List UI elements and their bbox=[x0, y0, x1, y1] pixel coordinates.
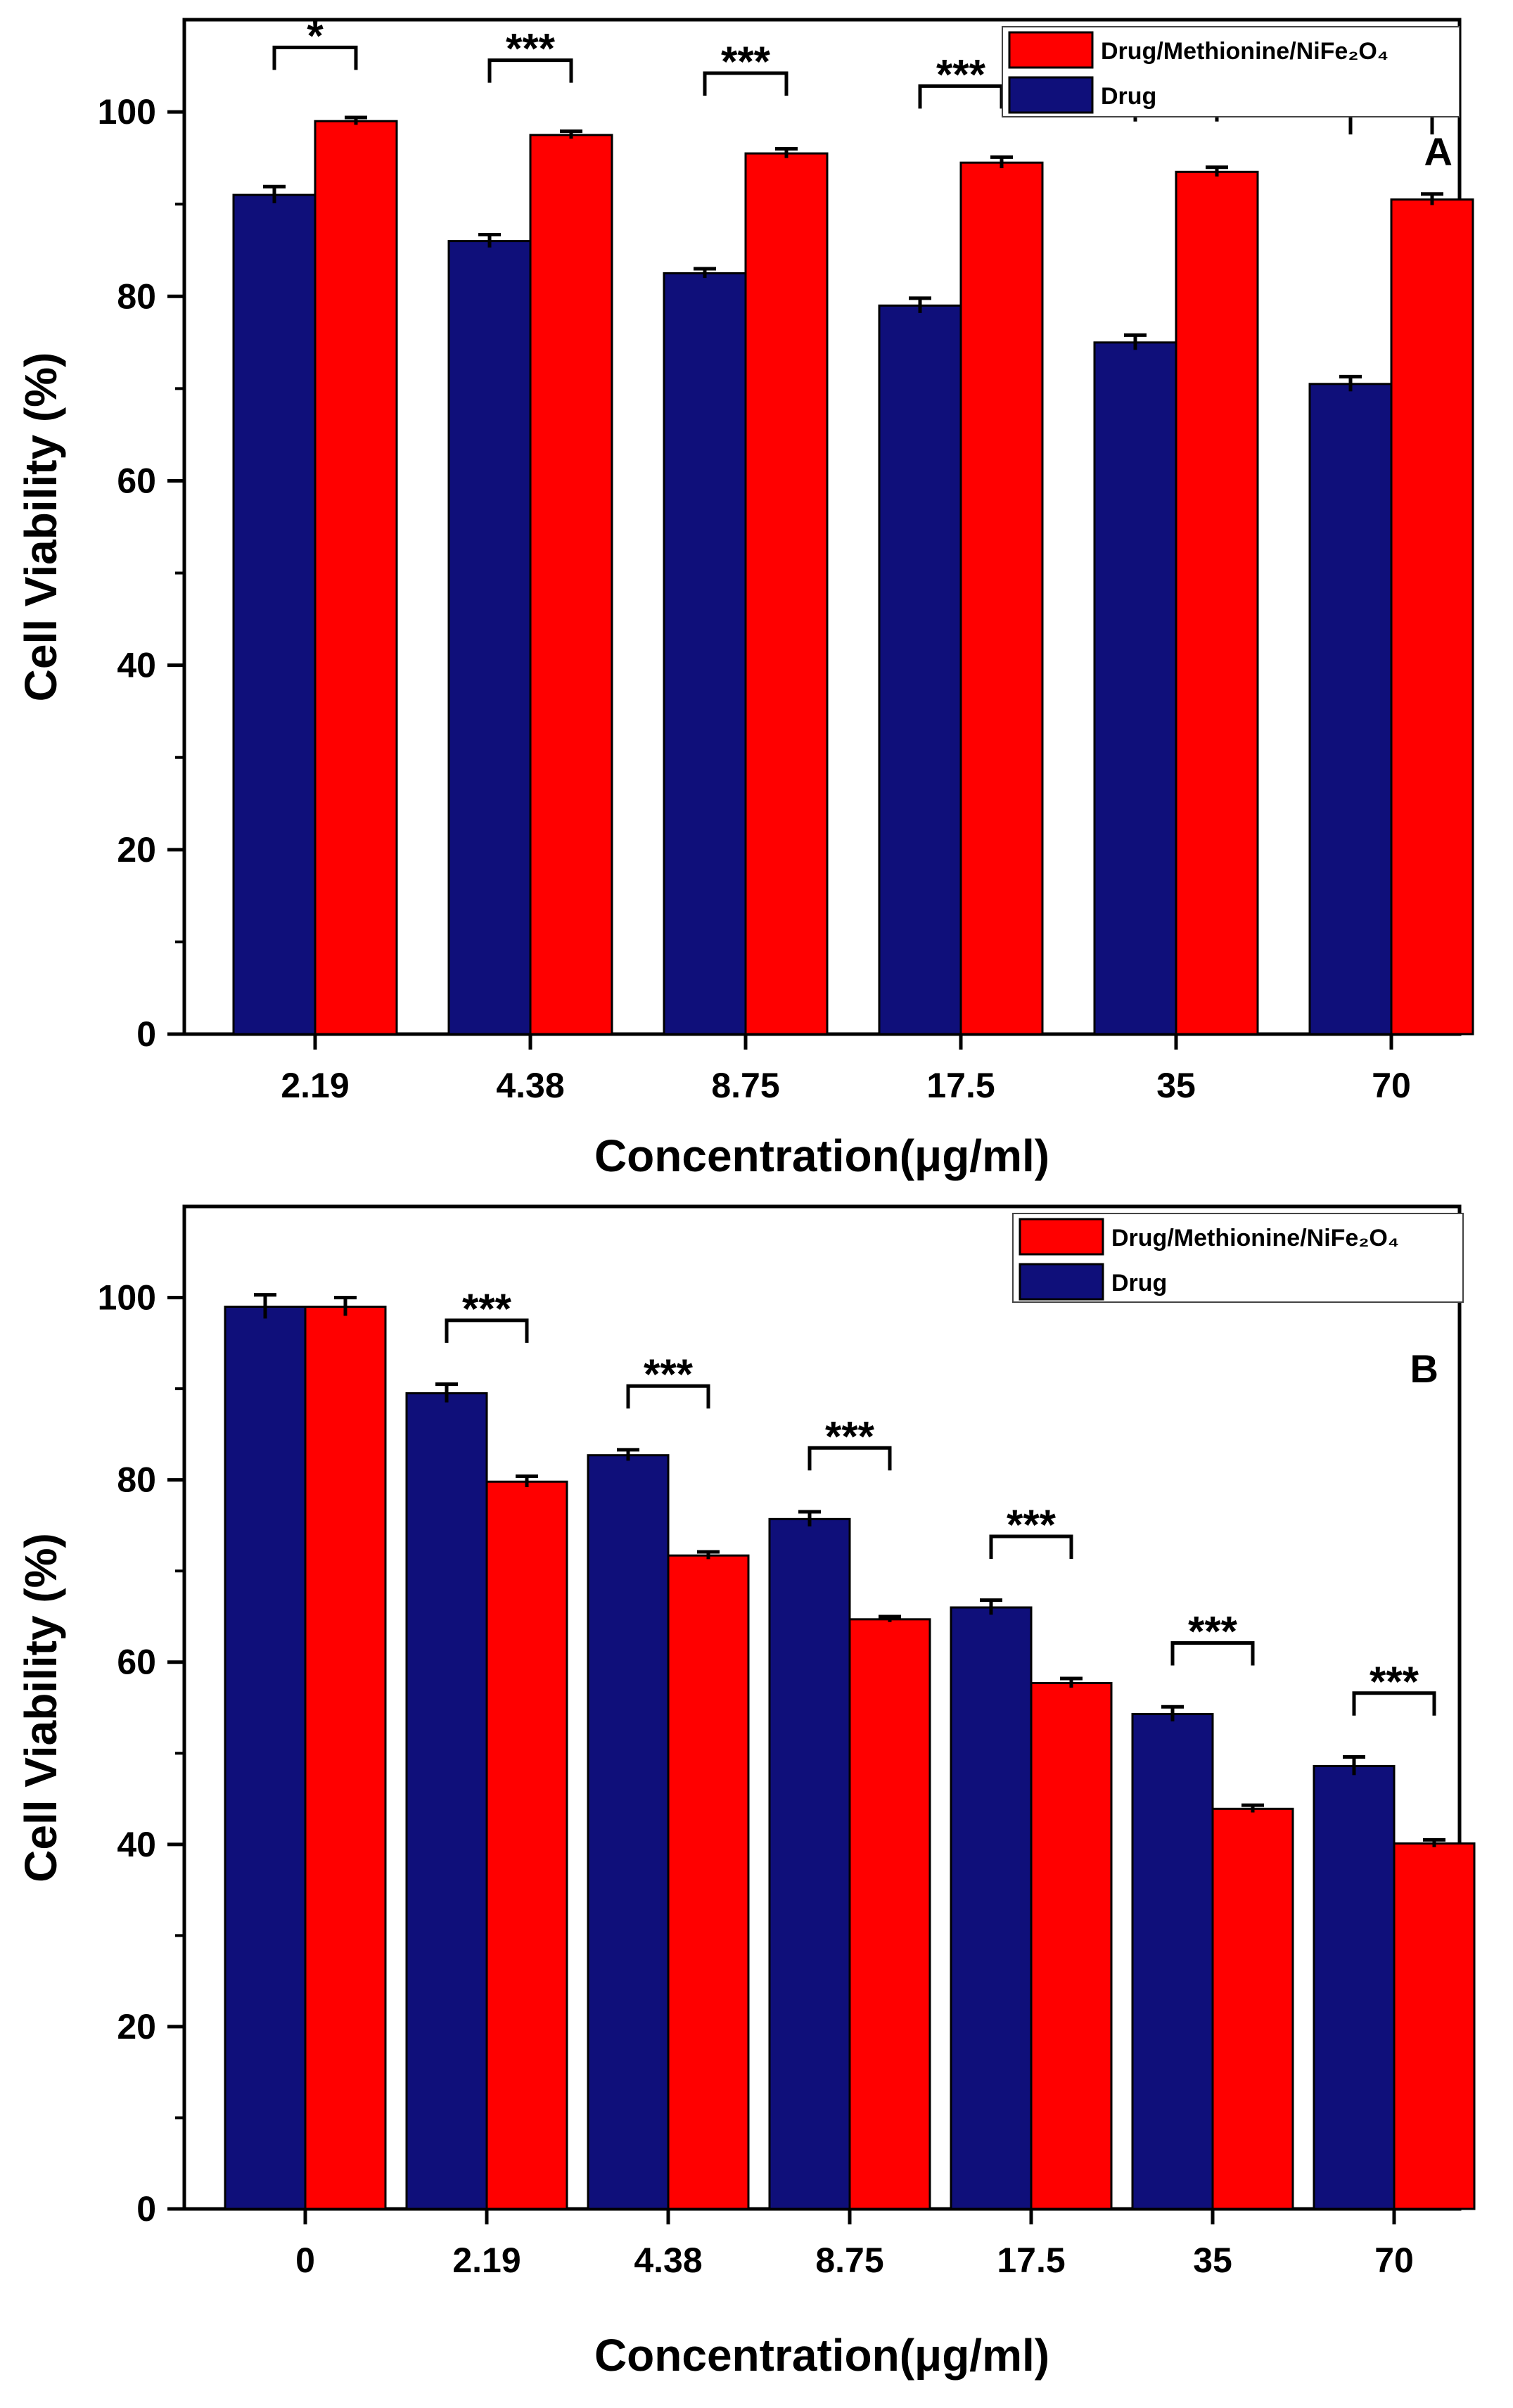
legend-swatch-drug bbox=[1008, 76, 1094, 114]
y-tick-label: 80 bbox=[117, 276, 156, 316]
significance-label: *** bbox=[462, 1285, 512, 1332]
y-tick-label: 0 bbox=[136, 1014, 156, 1054]
significance-label: *** bbox=[506, 25, 556, 72]
significance-label: *** bbox=[1007, 1501, 1056, 1548]
bar-drug bbox=[587, 1454, 670, 2210]
bar-drug-methionine-nife2o4 bbox=[667, 1554, 750, 2210]
significance-bracket bbox=[626, 1384, 710, 1409]
significance-bracket bbox=[445, 1318, 529, 1343]
significance-bracket bbox=[1170, 1641, 1255, 1666]
bar-drug bbox=[447, 240, 532, 1036]
bar-drug bbox=[878, 304, 962, 1036]
significance-bracket bbox=[272, 45, 358, 70]
significance-label: *** bbox=[1370, 1658, 1419, 1705]
bar-drug bbox=[1093, 341, 1177, 1036]
bar-drug-methionine-nife2o4 bbox=[529, 134, 613, 1036]
y-tick-label: 100 bbox=[98, 1278, 156, 1318]
bar-drug bbox=[1313, 1764, 1396, 2210]
legend-swatch-drug bbox=[1019, 1263, 1104, 1301]
significance-label: *** bbox=[825, 1413, 875, 1460]
bar-drug-methionine-nife2o4 bbox=[304, 1306, 387, 2210]
x-axis-title: Concentration(μg/ml) bbox=[594, 1130, 1049, 1181]
legend-swatch-drug-methionine-nife2o4 bbox=[1008, 31, 1094, 69]
bar-drug-methionine-nife2o4 bbox=[1175, 170, 1259, 1036]
bar-drug-methionine-nife2o4 bbox=[959, 161, 1044, 1036]
legend-label: Drug/Methionine/NiFe₂O₄ bbox=[1101, 38, 1388, 65]
x-tick-label: 17.5 bbox=[997, 2241, 1065, 2280]
bar-drug bbox=[950, 1606, 1033, 2210]
x-tick-label: 0 bbox=[295, 2241, 315, 2280]
y-tick-label: 60 bbox=[117, 1643, 156, 1682]
y-tick-label: 0 bbox=[136, 2189, 156, 2229]
significance-bracket bbox=[1352, 1691, 1436, 1716]
bar-drug bbox=[232, 193, 317, 1036]
x-tick-label: 2.19 bbox=[281, 1066, 349, 1105]
bar-drug-methionine-nife2o4 bbox=[314, 120, 398, 1036]
panel-label: A bbox=[1424, 129, 1453, 174]
panel-a: 2.19*4.38***8.75***17.5***35***70***0204… bbox=[15, 12, 1474, 1181]
x-tick-label: 4.38 bbox=[496, 1066, 564, 1105]
x-tick-label: 35 bbox=[1156, 1066, 1196, 1105]
significance-bracket bbox=[703, 71, 789, 96]
x-tick-label: 17.5 bbox=[926, 1066, 995, 1105]
bar-drug-methionine-nife2o4 bbox=[1393, 1842, 1476, 2210]
y-tick-label: 100 bbox=[98, 92, 156, 132]
x-tick-label: 70 bbox=[1372, 1066, 1411, 1105]
bar-drug bbox=[224, 1306, 307, 2210]
bar-drug bbox=[768, 1517, 851, 2210]
significance-bracket bbox=[989, 1534, 1073, 1559]
significance-label: *** bbox=[1188, 1608, 1238, 1655]
y-tick-label: 80 bbox=[117, 1460, 156, 1500]
y-axis-title: Cell Viability (%) bbox=[15, 1533, 66, 1883]
y-tick-label: 60 bbox=[117, 461, 156, 500]
significance-label: *** bbox=[721, 38, 771, 85]
x-tick-label: 2.19 bbox=[452, 2241, 521, 2280]
bar-drug bbox=[1131, 1713, 1214, 2210]
x-tick-label: 35 bbox=[1193, 2241, 1232, 2280]
x-tick-label: 70 bbox=[1374, 2241, 1414, 2280]
x-axis-title: Concentration(μg/ml) bbox=[594, 2330, 1049, 2381]
significance-bracket bbox=[487, 58, 573, 83]
significance-label: *** bbox=[936, 51, 986, 98]
x-tick-label: 8.75 bbox=[711, 1066, 779, 1105]
y-tick-label: 20 bbox=[117, 2007, 156, 2046]
bar-drug bbox=[663, 272, 747, 1036]
significance-label: * bbox=[307, 12, 324, 59]
significance-bracket bbox=[807, 1446, 892, 1471]
y-tick-label: 20 bbox=[117, 830, 156, 869]
legend-swatch-drug-methionine-nife2o4 bbox=[1019, 1218, 1104, 1256]
legend-label: Drug bbox=[1111, 1270, 1167, 1297]
bar-drug-methionine-nife2o4 bbox=[744, 152, 829, 1036]
x-tick-label: 4.38 bbox=[634, 2241, 702, 2280]
bar-drug-methionine-nife2o4 bbox=[1030, 1682, 1113, 2210]
bar-drug bbox=[1308, 383, 1393, 1036]
bar-drug-methionine-nife2o4 bbox=[1211, 1807, 1294, 2210]
significance-label: *** bbox=[644, 1351, 694, 1398]
x-tick-label: 8.75 bbox=[815, 2241, 883, 2280]
y-tick-label: 40 bbox=[117, 1825, 156, 1864]
panel-b: 0 2.19 *** 4.38 *** 8.75 *** 17.5 *** 35 *** 70 *** 0… bbox=[15, 1204, 1476, 2381]
legend-label: Drug/Methionine/NiFe₂O₄ bbox=[1111, 1225, 1399, 1251]
bar-drug bbox=[405, 1392, 488, 2210]
y-tick-label: 40 bbox=[117, 646, 156, 685]
bar-drug-methionine-nife2o4 bbox=[1390, 198, 1474, 1036]
legend-label: Drug bbox=[1101, 83, 1156, 110]
bar-drug-methionine-nife2o4 bbox=[485, 1480, 568, 2210]
bar-drug-methionine-nife2o4 bbox=[848, 1618, 931, 2210]
panel-label: B bbox=[1410, 1346, 1438, 1391]
y-axis-title: Cell Viability (%) bbox=[15, 352, 66, 702]
